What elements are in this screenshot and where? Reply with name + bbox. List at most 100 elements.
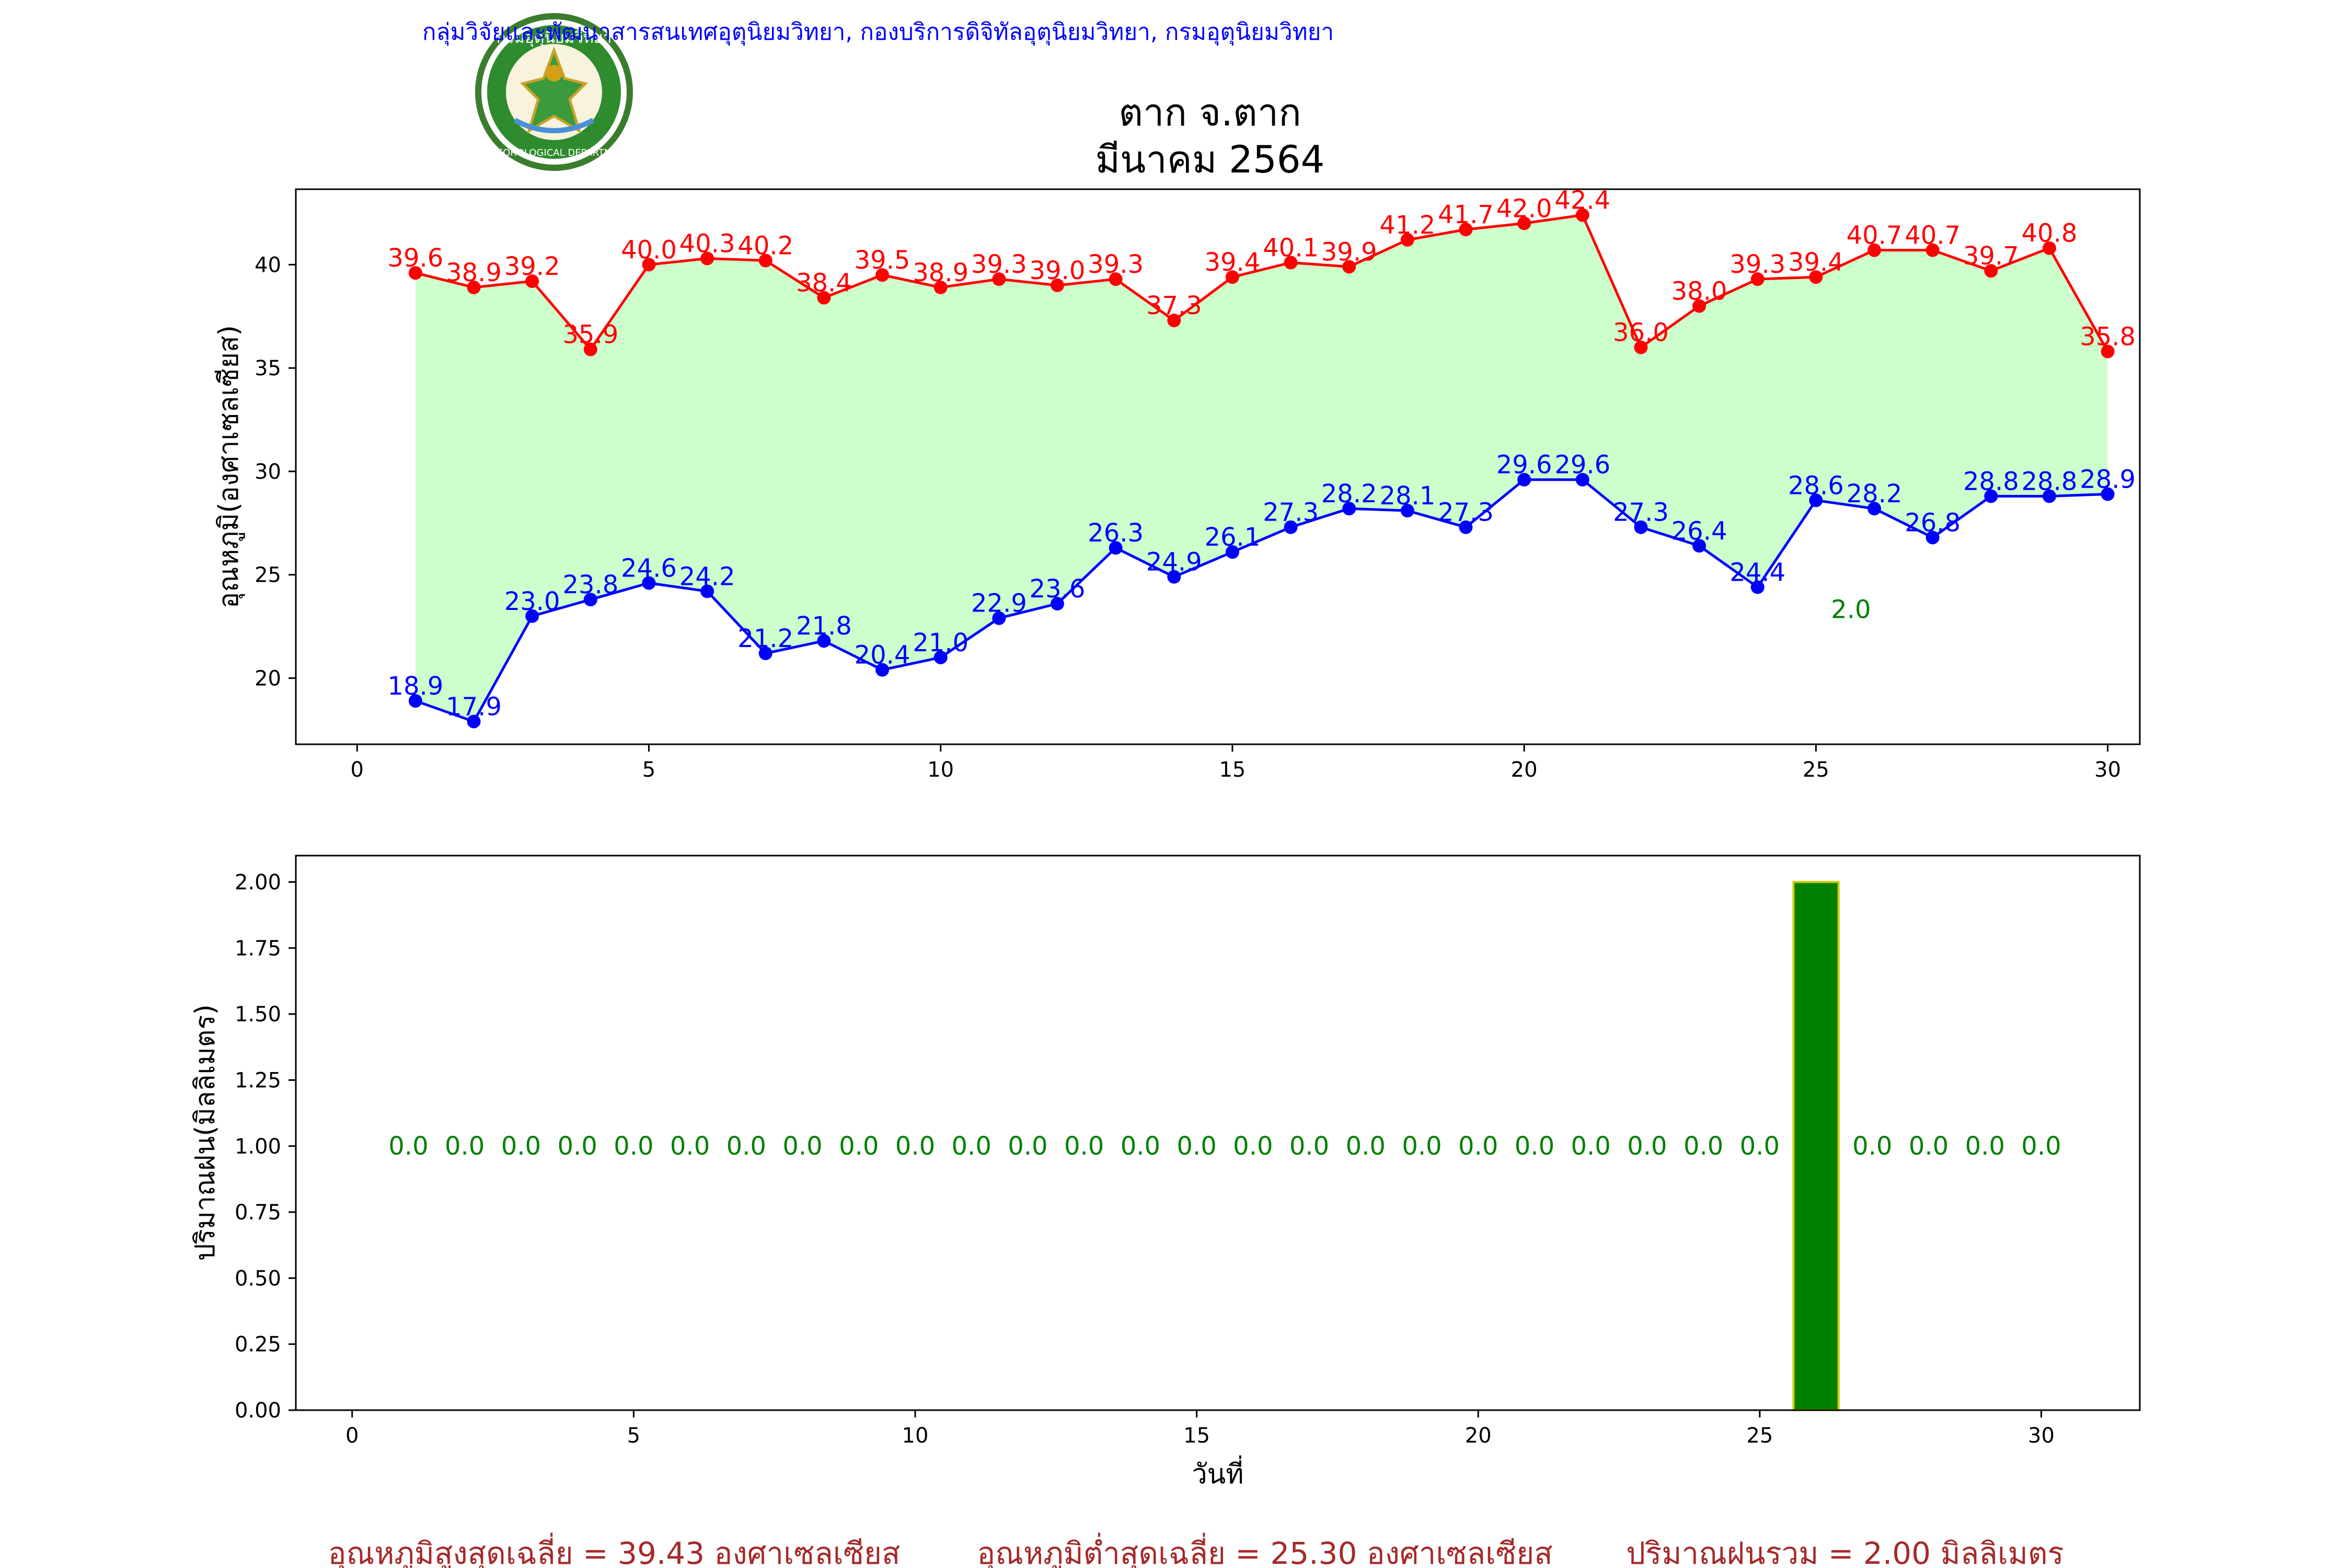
rain-value-label: 0.0 xyxy=(1852,1132,1892,1161)
min-temperature-label: 24.4 xyxy=(1730,558,1785,587)
min-temperature-label: 21.2 xyxy=(737,624,793,653)
temperature-plot-frame xyxy=(295,188,2141,745)
max-temperature-point xyxy=(1167,314,1181,328)
footer-total-rain: ปริมาณฝนรวม = 2.00 มิลลิเมตร xyxy=(1626,1536,2063,1568)
max-temperature-label: 39.0 xyxy=(1030,256,1086,285)
min-temperature-line xyxy=(415,478,2108,723)
min-temperature-label: 28.2 xyxy=(1847,479,1903,509)
max-temperature-point xyxy=(1225,270,1239,284)
min-temperature-label: 29.6 xyxy=(1496,451,1552,480)
min-temperature-label: 26.3 xyxy=(1088,518,1144,548)
rain-value-label: 0.0 xyxy=(895,1132,935,1161)
min-temperature-label: 26.8 xyxy=(1905,508,1961,537)
rain-value-label: 0.0 xyxy=(1289,1132,1329,1161)
max-temperature-point xyxy=(758,253,773,268)
max-temperature-label: 40.1 xyxy=(1263,233,1319,262)
min-temperature-label: 23.6 xyxy=(1030,574,1086,604)
min-temperature-label: 24.9 xyxy=(1146,548,1202,577)
max-temperature-point xyxy=(2042,241,2056,255)
rain-value-label: 0.0 xyxy=(1740,1132,1780,1161)
rain-value-label: 0.0 xyxy=(1121,1132,1160,1161)
min-temperature-label: 28.6 xyxy=(1788,471,1844,500)
min-temperature-point xyxy=(700,584,714,598)
min-temperature-point xyxy=(1459,520,1473,534)
min-temperature-point xyxy=(1575,472,1589,487)
rain-x-tick-label: 0 xyxy=(345,1424,359,1448)
max-temperature-label: 39.4 xyxy=(1788,248,1844,277)
max-temperature-label: 40.7 xyxy=(1847,221,1903,250)
max-temperature-label: 41.2 xyxy=(1379,211,1435,240)
min-temperature-point xyxy=(1634,520,1648,534)
max-temperature-label: 38.9 xyxy=(446,258,502,287)
max-temperature-label: 40.3 xyxy=(679,229,735,259)
max-temperature-point xyxy=(875,268,890,282)
min-temperature-point xyxy=(1400,504,1414,518)
rain-value-label: 0.0 xyxy=(2021,1132,2061,1161)
min-temperature-point xyxy=(758,646,773,660)
rain-note-label: 2.0 xyxy=(1831,595,1871,625)
rain-y-axis-label: ปริมาณฝน(มิลลิเมตร) xyxy=(190,1004,221,1261)
max-temperature-label: 35.8 xyxy=(2080,322,2136,351)
max-temperature-label: 40.8 xyxy=(2022,219,2078,248)
min-temperature-label: 28.8 xyxy=(2022,467,2078,496)
min-temperature-point xyxy=(1109,541,1123,555)
rain-value-label: 0.0 xyxy=(839,1132,879,1161)
min-temperature-point xyxy=(1167,570,1181,584)
min-temperature-point xyxy=(1809,493,1823,508)
min-temperature-label: 29.6 xyxy=(1554,451,1610,480)
min-temperature-label: 20.4 xyxy=(855,641,910,670)
min-temperature-label: 21.8 xyxy=(796,612,852,641)
max-temperature-point xyxy=(1575,208,1589,222)
max-temperature-label: 39.7 xyxy=(1963,241,2019,271)
rain-y-tick-label: 1.75 xyxy=(235,937,281,961)
rain-value-label: 0.0 xyxy=(1458,1132,1498,1161)
chart-title-line2: มีนาคม 2564 xyxy=(1096,137,1325,181)
rain-value-label: 0.0 xyxy=(1233,1132,1273,1161)
min-temperature-label: 17.9 xyxy=(446,692,502,721)
rain-x-tick-label: 15 xyxy=(1183,1424,1210,1448)
rain-value-label: 0.0 xyxy=(782,1132,822,1161)
max-temperature-label: 38.4 xyxy=(796,269,852,298)
rain-value-label: 0.0 xyxy=(1965,1132,2005,1161)
max-temperature-label: 37.3 xyxy=(1146,291,1202,320)
max-temperature-point xyxy=(1400,233,1414,247)
max-temperature-point xyxy=(1692,299,1707,313)
max-temperature-point xyxy=(2101,344,2115,359)
max-temperature-point xyxy=(1342,260,1356,274)
rain-value-label: 0.0 xyxy=(1008,1132,1047,1161)
rain-y-tick-label: 1.25 xyxy=(235,1068,281,1092)
min-temperature-point xyxy=(875,663,890,677)
min-temperature-label: 18.9 xyxy=(387,672,443,701)
chart-title-line1: ตาก จ.ตาก xyxy=(1119,90,1301,134)
max-temperature-label: 38.0 xyxy=(1671,276,1727,306)
rain-x-axis-label: วันที่ xyxy=(1192,1455,1243,1490)
max-temperature-point xyxy=(583,342,597,356)
max-temperature-point xyxy=(1867,243,1882,257)
max-temperature-label: 39.3 xyxy=(1730,250,1785,279)
min-temperature-point xyxy=(992,611,1006,625)
rain-value-label: 0.0 xyxy=(1684,1132,1723,1161)
temperature-x-tick-label: 25 xyxy=(1803,758,1829,782)
min-temperature-point xyxy=(1050,597,1064,611)
temperature-x-tick-label: 10 xyxy=(927,758,954,782)
min-temperature-label: 23.8 xyxy=(562,570,618,599)
temperature-y-tick-label: 35 xyxy=(255,356,281,381)
max-temperature-line xyxy=(415,213,2109,352)
max-temperature-point xyxy=(1926,243,1940,257)
rain-value-label: 0.0 xyxy=(670,1132,710,1161)
max-temperature-label: 42.4 xyxy=(1554,186,1610,215)
rain-x-tick-label: 20 xyxy=(1465,1424,1492,1448)
rain-x-tick-label: 5 xyxy=(627,1424,640,1448)
rain-y-tick-label: 0.00 xyxy=(235,1399,281,1423)
temperature-x-tick-label: 30 xyxy=(2094,758,2121,782)
max-temperature-point xyxy=(525,274,539,289)
max-temperature-label: 39.4 xyxy=(1204,248,1260,277)
max-temperature-label: 41.7 xyxy=(1438,200,1494,229)
logo-text-bottom: METEOROLOGICAL DEPARTMENT xyxy=(477,147,631,158)
max-temperature-point xyxy=(1809,270,1823,284)
min-temperature-label: 28.9 xyxy=(2080,465,2136,494)
max-temperature-label: 40.0 xyxy=(621,235,677,264)
max-temperature-label: 35.9 xyxy=(562,320,618,350)
temperature-x-tick-label: 5 xyxy=(642,758,655,782)
